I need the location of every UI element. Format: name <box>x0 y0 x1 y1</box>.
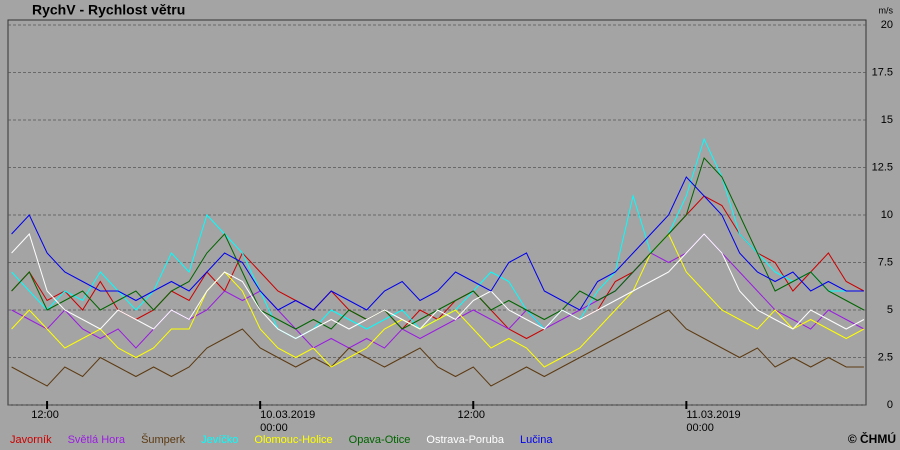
legend-label: Světlá Hora <box>68 434 126 446</box>
legend-label: Ostrava-Poruba <box>426 434 505 446</box>
x-tick-label: 00:00 <box>260 422 288 434</box>
legend-label: Jevíčko <box>201 434 238 446</box>
legend-label: Šumperk <box>141 433 186 446</box>
legend-label: Olomouc-Holice <box>254 434 332 446</box>
y-tick-label: 10 <box>881 209 893 221</box>
series-line <box>11 309 864 387</box>
y-unit: m/s <box>879 5 894 15</box>
y-tick-label: 15 <box>881 114 893 126</box>
legend-label: Javorník <box>10 434 52 446</box>
plot-frame <box>7 19 867 406</box>
x-tick-label: 12:00 <box>31 409 59 421</box>
y-tick-label: 12.5 <box>872 161 893 173</box>
chart-title: RychV - Rychlost větru <box>32 2 185 18</box>
y-tick-label: 7.5 <box>878 256 893 268</box>
credit: © ČHMÚ <box>848 431 896 446</box>
x-tick-label: 11.03.2019 <box>686 409 740 421</box>
series-line <box>11 233 865 368</box>
series-line <box>11 176 864 311</box>
y-tick-label: 2.5 <box>878 351 893 363</box>
series-line <box>11 233 865 340</box>
legend-label: Lučina <box>520 434 553 446</box>
x-tick-label: 10.03.2019 <box>260 409 315 421</box>
y-tick-label: 20 <box>881 19 893 31</box>
y-tick-label: 17.5 <box>872 66 893 78</box>
legend-label: Opava-Otice <box>349 434 411 446</box>
y-tick-label: 5 <box>887 304 893 316</box>
y-tick-label: 0 <box>887 399 893 411</box>
x-tick-label: 12:00 <box>457 409 485 421</box>
x-tick-label: 00:00 <box>686 422 714 434</box>
